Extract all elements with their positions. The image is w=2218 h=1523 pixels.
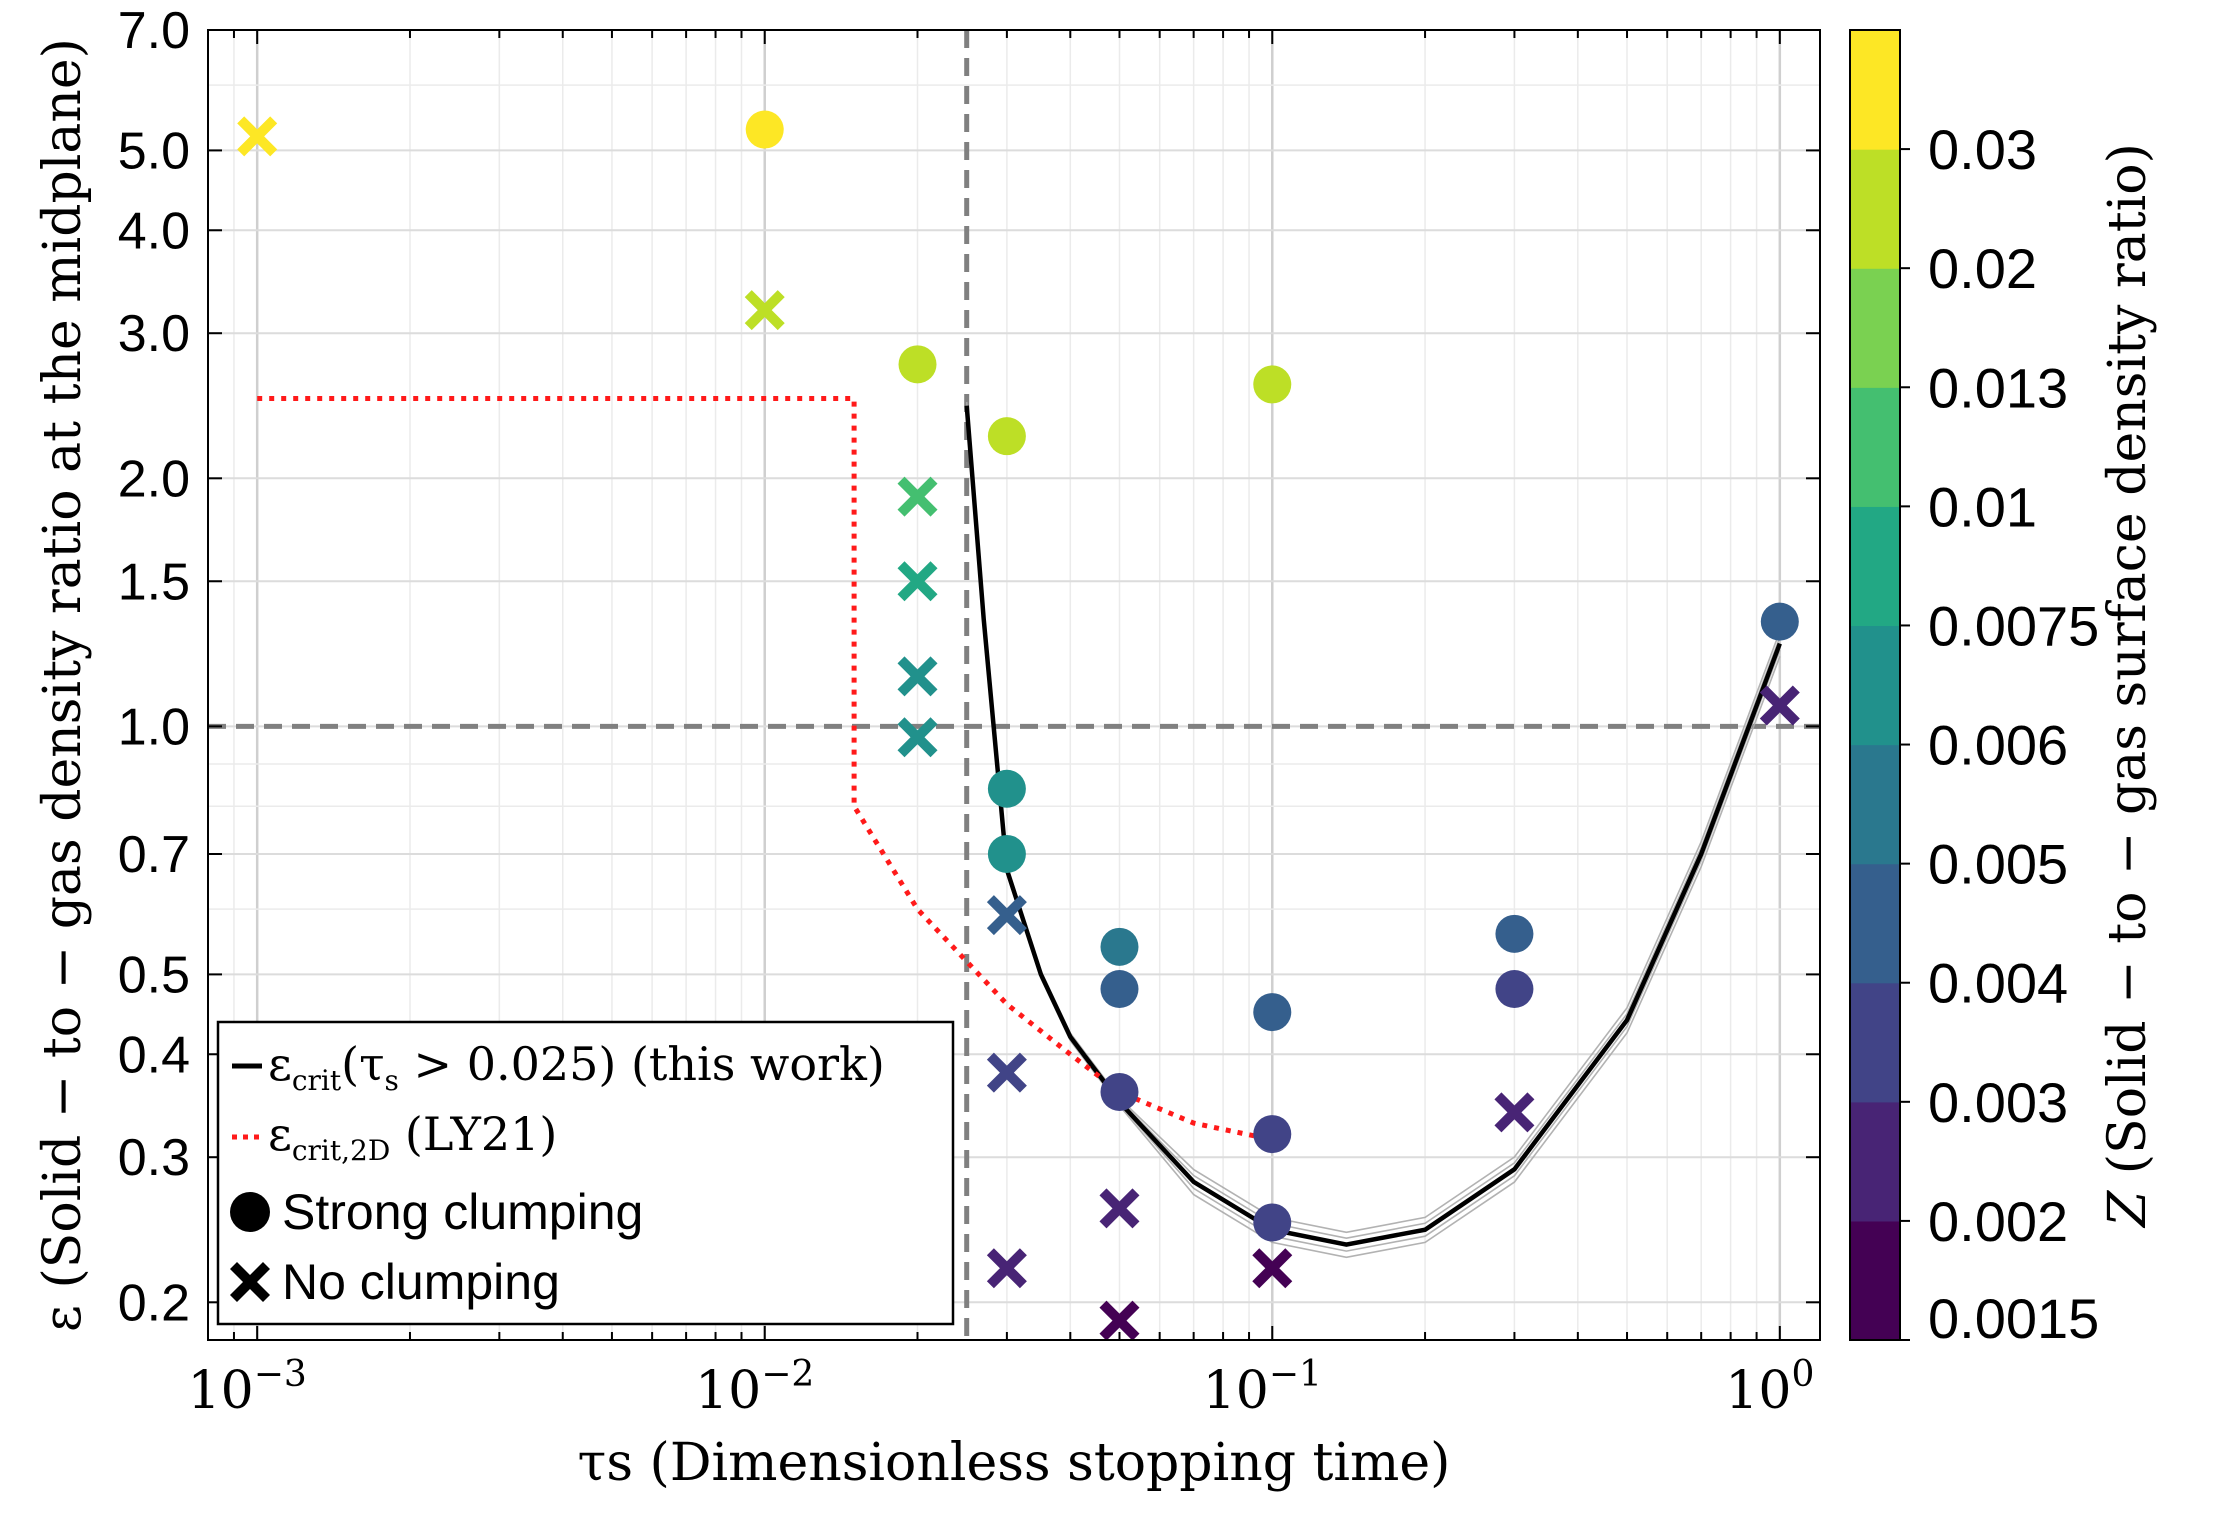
x-tick-label: 100 [1725, 1354, 1814, 1421]
curve-layer [257, 396, 1782, 1259]
colorbar-bin [1850, 387, 1900, 507]
y-tick-label: 0.4 [118, 1026, 190, 1084]
no-clumping-point [986, 1052, 1027, 1093]
colorbar-bin [1850, 506, 1900, 627]
y-tick-label: 4.0 [118, 202, 190, 260]
crit-curve-spread [965, 409, 1781, 1259]
no-clumping-point [986, 1248, 1027, 1289]
colorbar-tick-label: 0.002 [1928, 1190, 2068, 1253]
colorbar-bin [1850, 1101, 1900, 1222]
legend-box [216, 1020, 955, 1326]
strong-clumping-point [1495, 914, 1534, 953]
y-tick-label: 3.0 [118, 305, 190, 363]
legend-label-ly21: εcrit,2D (LY21) [268, 1107, 557, 1167]
strong-clumping-point [1100, 927, 1139, 966]
x-axis-label: τs (Dimensionless stopping time) [578, 1433, 1451, 1493]
strong-clumping-point [987, 417, 1026, 456]
no-clumping-point [897, 561, 938, 602]
colorbar-bin [1850, 982, 1900, 1103]
strong-clumping-point [987, 769, 1026, 808]
crit-curve-ly21 [257, 396, 1273, 1143]
strong-clumping-point [745, 110, 784, 149]
colorbar: 0.0015 0.002 0.003 0.004 0.005 0.006 0.0075 0.0… [1849, 29, 2158, 1350]
marker-layer [237, 110, 1800, 1341]
strong-clumping-point [1253, 1115, 1292, 1154]
y-tick-label: 7.0 [118, 2, 190, 60]
colorbar-tick-label: 0.0015 [1928, 1287, 2099, 1350]
no-clumping-point [897, 656, 938, 697]
no-clumping-point [1252, 1248, 1293, 1289]
y-tick-label: 1.0 [118, 698, 190, 756]
strong-clumping-point [1100, 1072, 1139, 1111]
colorbar-tick-label: 0.004 [1928, 952, 2068, 1015]
strong-clumping-point [1760, 602, 1799, 641]
no-clumping-point [897, 717, 938, 758]
grid-layer [207, 29, 1820, 1340]
colorbar-bin [1850, 744, 1900, 865]
legend-label-this-work: εcrit(τs > 0.025) (this work) [268, 1037, 885, 1097]
colorbar-tick-label: 0.003 [1928, 1071, 2068, 1134]
colorbar-label: Z (Solid − to − gas surface density rati… [2098, 143, 2158, 1229]
y-tick-label: 0.7 [118, 826, 190, 884]
strong-clumping-point [1253, 993, 1292, 1032]
legend-label-strong-clumping: Strong clumping [282, 1184, 643, 1240]
crit-curve-this-work [964, 405, 1782, 1247]
x-tick-label: 10−3 [188, 1354, 307, 1421]
colorbar-frame [1849, 29, 1901, 1341]
colorbar-tick-label: 0.01 [1928, 475, 2037, 538]
no-clumping-point [1759, 685, 1800, 726]
y-tick-label: 0.3 [118, 1129, 190, 1187]
colorbar-bin [1850, 625, 1900, 746]
no-clumping-point [986, 895, 1027, 936]
strong-clumping-point [1253, 1203, 1292, 1242]
colorbar-tick-label: 0.005 [1928, 833, 2068, 896]
crit-curve-spread [965, 407, 1781, 1252]
legend-marker-circle [230, 1192, 270, 1232]
no-clumping-point [1099, 1188, 1140, 1229]
colorbar-tick-label: 0.02 [1928, 237, 2037, 300]
y-axis-label: ε (Solid − to − gas density ratio at the… [33, 38, 93, 1332]
legend-label-no-clumping: No clumping [282, 1254, 560, 1310]
strong-clumping-point [898, 345, 937, 384]
y-tick-label: 1.5 [118, 553, 190, 611]
no-clumping-point [1099, 1300, 1140, 1341]
legend: εcrit(τs > 0.025) (this work) εcrit,2D (L… [216, 1020, 955, 1326]
colorbar-bin [1850, 30, 1900, 150]
x-tick-label: 10−1 [1203, 1354, 1322, 1421]
no-clumping-point [744, 290, 785, 331]
colorbar-tick-label: 0.006 [1928, 714, 2068, 777]
y-tick-label: 2.0 [118, 450, 190, 508]
strong-clumping-point [987, 834, 1026, 873]
x-tick-label: 10−2 [695, 1354, 814, 1421]
colorbar-tick-label: 0.013 [1928, 356, 2068, 419]
strong-clumping-point [1253, 365, 1292, 404]
colorbar-bin [1850, 268, 1900, 388]
colorbar-tick-label: 0.0075 [1928, 594, 2099, 657]
colorbar-bin [1850, 1220, 1900, 1341]
colorbar-tick-label: 0.03 [1928, 118, 2037, 181]
colorbar-bin [1850, 863, 1900, 984]
reference-lines [208, 30, 1820, 1340]
no-clumping-point [237, 116, 278, 157]
colorbar-bin [1850, 149, 1900, 269]
y-tick-label: 5.0 [118, 122, 190, 180]
y-tick-label: 0.2 [118, 1274, 190, 1332]
crit-curve-spread [965, 401, 1781, 1234]
legend-marker-x [230, 1262, 270, 1302]
no-clumping-point [1494, 1092, 1535, 1133]
y-tick-label: 0.5 [118, 946, 190, 1004]
strong-clumping-point [1495, 970, 1534, 1009]
strong-clumping-point [1100, 970, 1139, 1009]
plot-frame [207, 29, 1821, 1341]
no-clumping-point [897, 476, 938, 517]
axis-layer: 10−3 10−2 10−1 100 0.2 0.3 0.4 0.5 0.7 1.0 1.5 2.0 3… [33, 2, 1821, 1493]
crit-curve-spread [965, 403, 1781, 1240]
